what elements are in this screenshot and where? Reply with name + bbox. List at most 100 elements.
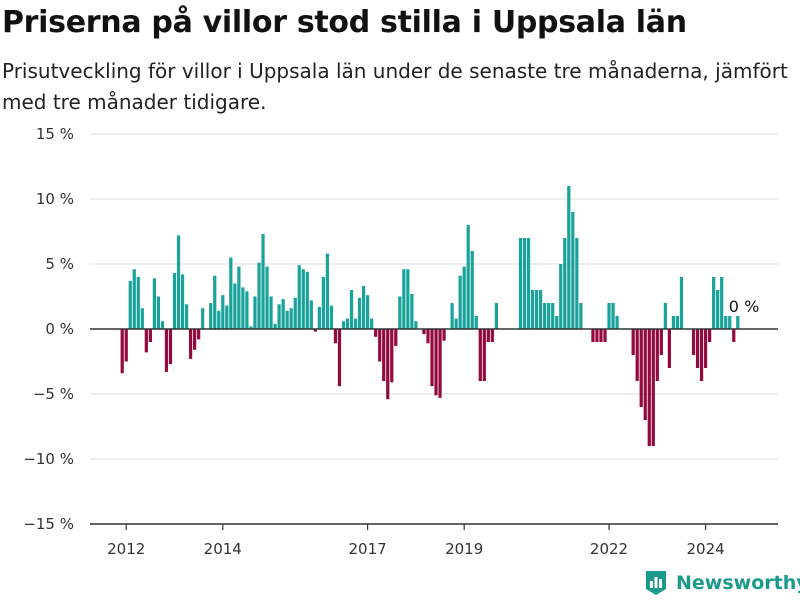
bar (152, 278, 156, 329)
bar (591, 329, 595, 342)
bar (349, 290, 354, 329)
bar (213, 275, 217, 329)
bar (184, 304, 189, 329)
bar (245, 291, 249, 329)
bar (366, 295, 370, 329)
y-tick-label: −15 % (23, 515, 74, 533)
bar (494, 303, 498, 329)
x-tick-label: 2012 (107, 540, 145, 558)
bar (716, 290, 720, 329)
bar (265, 266, 269, 329)
bar (695, 329, 700, 368)
brand: Newsworthy (644, 568, 800, 598)
bar (470, 251, 474, 329)
x-tick-label: 2022 (590, 540, 628, 558)
brand-name: Newsworthy (676, 572, 800, 594)
bar (551, 303, 555, 329)
bar (736, 316, 740, 329)
bar (229, 257, 233, 329)
bar (639, 329, 643, 407)
x-tick-label: 2019 (445, 540, 483, 558)
bar (535, 290, 539, 329)
bar (325, 253, 329, 329)
bar (643, 329, 647, 420)
bar (225, 305, 229, 329)
bar (651, 329, 655, 446)
bar (120, 329, 124, 374)
bar (607, 303, 611, 329)
bar (168, 329, 173, 365)
bar (579, 303, 583, 329)
bar (631, 329, 635, 355)
bar (414, 321, 418, 329)
bar (273, 323, 277, 329)
bar (482, 329, 486, 381)
bar (539, 290, 543, 329)
bar (209, 303, 213, 329)
bar (253, 296, 257, 329)
bar (599, 329, 603, 342)
y-tick-label: 5 % (45, 255, 74, 273)
bar (663, 303, 667, 329)
bar (402, 269, 406, 329)
bar (144, 329, 148, 353)
bar (675, 316, 680, 329)
bar (434, 329, 438, 396)
bar (611, 303, 615, 329)
bar (289, 308, 293, 329)
x-tick-label: 2024 (686, 540, 724, 558)
y-tick-label: 0 % (45, 320, 74, 338)
bar (180, 274, 185, 329)
bar (478, 329, 482, 381)
bar (233, 283, 237, 329)
bar (486, 329, 490, 342)
bar (571, 212, 575, 329)
bar (426, 329, 430, 344)
bar (615, 316, 619, 329)
bar (305, 271, 309, 329)
bar (217, 310, 221, 329)
bar (526, 238, 531, 329)
bar (422, 329, 426, 335)
bar (699, 329, 704, 381)
bar (667, 329, 671, 368)
bar (128, 280, 132, 329)
bar (201, 308, 205, 329)
bar (563, 238, 567, 329)
bar (261, 234, 265, 329)
bar (720, 277, 724, 329)
bar (241, 287, 245, 329)
bar (321, 277, 325, 329)
bar (124, 329, 128, 362)
bar (140, 308, 144, 329)
bar (466, 225, 470, 329)
bar (655, 329, 659, 381)
bar (333, 329, 338, 344)
bar (458, 275, 462, 329)
bar (309, 300, 313, 329)
bar (450, 303, 454, 329)
axes (90, 328, 778, 530)
x-tick-label: 2014 (204, 540, 242, 558)
tick-labels: −15 % −10 % −5 % 0 % 5 % 10 % 15 % 2012 2014 2017… (23, 125, 724, 558)
chart-subtitle: Prisutveckling för villor i Uppsala län … (2, 59, 788, 114)
bar (132, 269, 136, 329)
bar (530, 290, 535, 329)
y-tick-label: 10 % (36, 190, 74, 208)
bar (176, 235, 181, 329)
bar (438, 329, 442, 398)
bar (361, 286, 366, 329)
y-tick-label: −5 % (33, 385, 74, 403)
bar (136, 277, 140, 329)
bar (394, 329, 398, 346)
bar (341, 321, 346, 329)
y-tick-label: 15 % (36, 125, 74, 143)
bar (406, 269, 410, 329)
x-tick-label: 2017 (349, 540, 387, 558)
bar (281, 299, 285, 329)
bar (547, 303, 551, 329)
bar (724, 316, 728, 329)
bar (474, 316, 478, 329)
y-tick-label: −10 % (23, 450, 74, 468)
bar (410, 293, 414, 329)
